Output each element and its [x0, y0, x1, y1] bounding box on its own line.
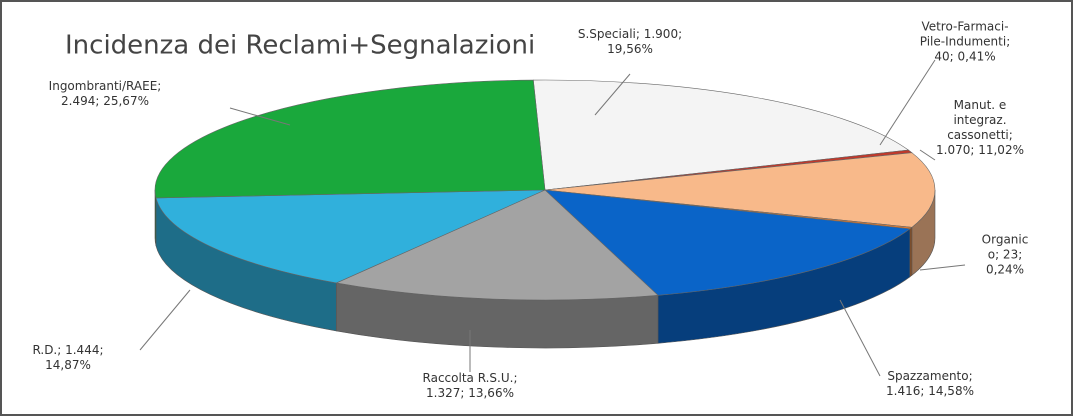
data-label: Raccolta R.S.U.;: [423, 371, 518, 385]
data-label: 1.327; 13,66%: [426, 386, 514, 400]
data-label: cassonetti;: [947, 128, 1013, 142]
slice: [155, 189, 546, 284]
slice: [544, 189, 911, 296]
data-label: Organic: [982, 233, 1029, 247]
data-label: o; 23;: [988, 248, 1023, 262]
leader-line: [879, 59, 936, 146]
chart-title: Incidenza dei Reclami+Segnalazioni: [65, 31, 535, 61]
data-label: Manut. e: [954, 98, 1007, 112]
slice: [335, 189, 659, 301]
data-label: 19,56%: [607, 42, 653, 56]
data-label: Pile-Indumenti;: [920, 35, 1010, 49]
data-label: 14,87%: [45, 358, 91, 372]
data-label: Ingombranti/RAEE;: [49, 79, 162, 93]
leader-line: [839, 299, 881, 377]
slice: [532, 79, 910, 191]
data-label: 1.070; 11,02%: [936, 143, 1024, 157]
data-label: Vetro-Farmaci-: [921, 20, 1008, 34]
data-label: integraz.: [953, 113, 1006, 127]
data-label: 0,24%: [986, 263, 1024, 277]
slice: [544, 152, 936, 228]
leader-line: [139, 289, 191, 351]
leader-line: [229, 107, 291, 126]
data-label: 1.416; 14,58%: [886, 384, 974, 398]
data-label: R.D.; 1.444;: [32, 343, 103, 357]
leader-line: [919, 149, 936, 161]
data-label: 40; 0,41%: [934, 50, 995, 64]
data-label: S.Speciali; 1.900;: [578, 27, 682, 41]
slice: [154, 79, 546, 199]
slice-side: [909, 226, 913, 278]
data-label: 2.494; 25,67%: [61, 94, 149, 108]
leader-line: [919, 264, 966, 271]
data-label: Spazzamento;: [887, 369, 972, 383]
leader-line: [594, 73, 631, 116]
